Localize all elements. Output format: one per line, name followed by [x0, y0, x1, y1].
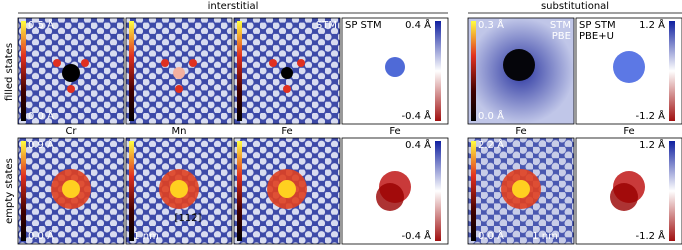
feature	[297, 59, 305, 67]
group-header: interstitial	[208, 1, 259, 12]
column-label: Fe	[623, 126, 634, 137]
panel-label: 0.0 Å	[28, 229, 54, 242]
panel-label: 1 nm	[133, 231, 159, 242]
colorbar	[237, 141, 242, 241]
feature	[278, 180, 296, 198]
panel-label: 1 nm	[532, 231, 558, 242]
feature	[81, 59, 89, 67]
feature	[512, 180, 530, 198]
feature	[385, 57, 405, 77]
feature	[161, 59, 169, 67]
panel-label: PBE	[552, 31, 571, 42]
panel-label: 0.0 Å	[478, 109, 504, 122]
feature	[613, 51, 645, 83]
column-label: Cr	[65, 126, 77, 137]
panel-label: 0.3 Å	[478, 18, 504, 31]
column-label: Fe	[281, 126, 292, 137]
group-header: substitutional	[541, 1, 609, 12]
colorbar	[21, 141, 26, 241]
panel-label: 0.4 Å	[405, 138, 431, 151]
panel-label: -1.2 Å	[635, 109, 665, 122]
feature	[610, 183, 638, 211]
feature	[67, 85, 75, 93]
panel-label: PBE+U	[579, 31, 614, 42]
panel-label: SP STM	[579, 20, 616, 31]
panel-label: 0.4 Å	[405, 18, 431, 31]
colorbar	[237, 21, 242, 121]
column-label: Fe	[389, 126, 400, 137]
colorbar	[435, 21, 441, 121]
panel-label: -0.4 Å	[401, 109, 431, 122]
feature	[376, 183, 404, 211]
colorbar	[435, 141, 441, 241]
colorbar	[669, 21, 675, 121]
panel-label: SP STM	[345, 20, 382, 31]
colorbar	[669, 141, 675, 241]
panel-label: -1.2 Å	[635, 229, 665, 242]
feature	[173, 67, 185, 79]
row-label: filled states	[4, 43, 15, 101]
column-label: Fe	[515, 126, 526, 137]
feature	[175, 85, 183, 93]
panel-label: STM	[550, 20, 571, 31]
feature	[281, 67, 293, 79]
feature	[189, 59, 197, 67]
feature	[269, 59, 277, 67]
colorbar	[129, 141, 134, 241]
feature	[62, 180, 80, 198]
panel-label: 0.9 Å	[28, 138, 54, 151]
colorbar	[21, 21, 26, 121]
panel-label: [112̄]	[175, 213, 202, 224]
panel-label: 1.2 Å	[639, 18, 665, 31]
feature	[283, 85, 291, 93]
row-label: empty states	[4, 158, 15, 224]
panel-label: 1.2 Å	[639, 138, 665, 151]
column-label: Mn	[172, 126, 187, 137]
feature	[53, 59, 61, 67]
panel-label: 2.2 Å	[478, 138, 504, 151]
panel-label: STM	[316, 20, 337, 31]
colorbar	[471, 141, 476, 241]
colorbar	[129, 21, 134, 121]
panel-label: -0.4 Å	[401, 229, 431, 242]
feature	[170, 180, 188, 198]
panel-label: 0.0 Å	[28, 109, 54, 122]
panel-label: 0.0 Å	[478, 229, 504, 242]
feature	[62, 64, 80, 82]
feature	[503, 49, 535, 81]
panel-label: 0.5 Å	[28, 18, 54, 31]
colorbar	[471, 21, 476, 121]
